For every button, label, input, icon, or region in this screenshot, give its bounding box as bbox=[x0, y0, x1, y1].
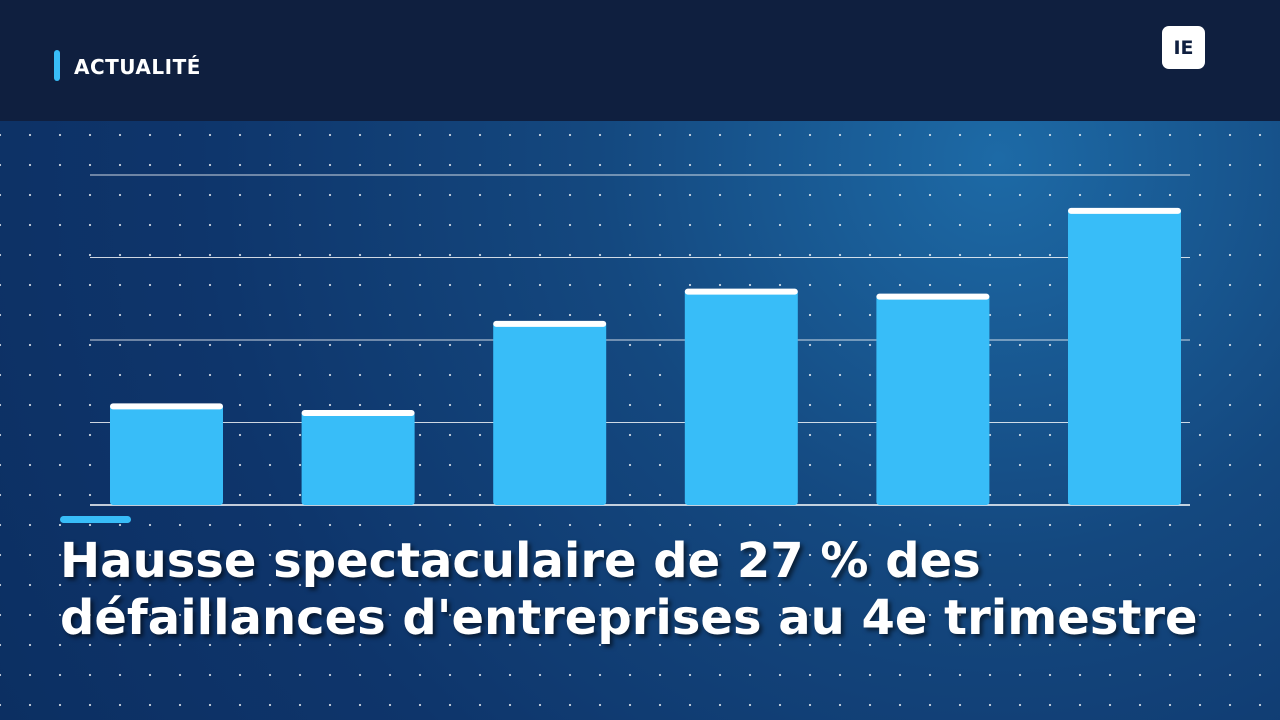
bar-cap bbox=[1068, 207, 1181, 214]
headline-accent bbox=[60, 516, 131, 523]
bar-cap bbox=[684, 288, 798, 295]
section-label: ACTUALITÉ bbox=[74, 55, 201, 79]
bar-cap bbox=[301, 409, 415, 416]
bar bbox=[301, 410, 415, 505]
header-accent bbox=[54, 50, 60, 81]
bar bbox=[110, 404, 223, 505]
bar bbox=[684, 289, 798, 505]
headline: Hausse spectaculaire de 27 % des défaill… bbox=[60, 533, 1198, 646]
bar bbox=[493, 321, 607, 505]
bar bbox=[876, 294, 990, 505]
header-bar: ACTUALITÉ IE bbox=[0, 0, 1280, 121]
bar-cap bbox=[876, 293, 990, 300]
bar-cap bbox=[110, 403, 223, 410]
bar bbox=[1068, 208, 1181, 505]
logo[interactable]: IE bbox=[1162, 26, 1205, 69]
bar-cap bbox=[493, 320, 607, 327]
